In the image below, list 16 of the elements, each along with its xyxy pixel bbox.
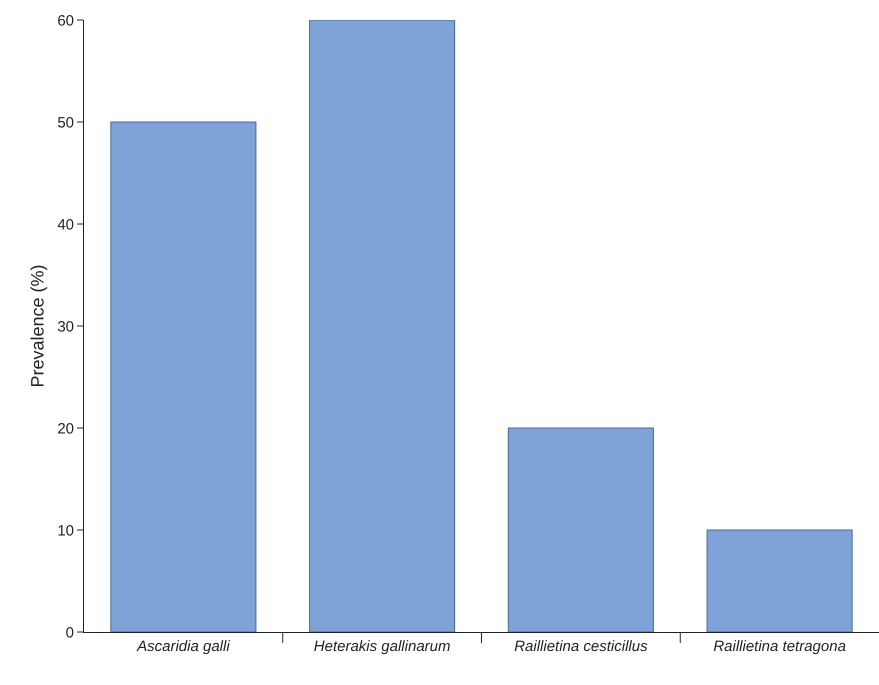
x-tick-label: Raillietina cesticillus: [514, 638, 648, 655]
bar: [508, 428, 654, 632]
y-tick-label: 30: [57, 318, 74, 336]
y-tick-label: 60: [57, 12, 74, 30]
y-tick-label: 10: [57, 522, 74, 540]
x-tick-label: Heterakis gallinarum: [314, 638, 450, 655]
bar: [706, 530, 853, 632]
y-tick-label: 50: [57, 114, 74, 132]
y-tick-label: 40: [57, 216, 74, 234]
y-tick-label: 20: [57, 420, 74, 438]
x-tick-label: Ascaridia galli: [136, 638, 230, 655]
bar: [309, 20, 456, 632]
y-tick-label: 0: [66, 624, 74, 642]
bar: [110, 122, 256, 632]
x-tick-label: Raillietina tetragona: [713, 638, 846, 655]
y-axis-title: Prevalence (%): [28, 264, 48, 388]
